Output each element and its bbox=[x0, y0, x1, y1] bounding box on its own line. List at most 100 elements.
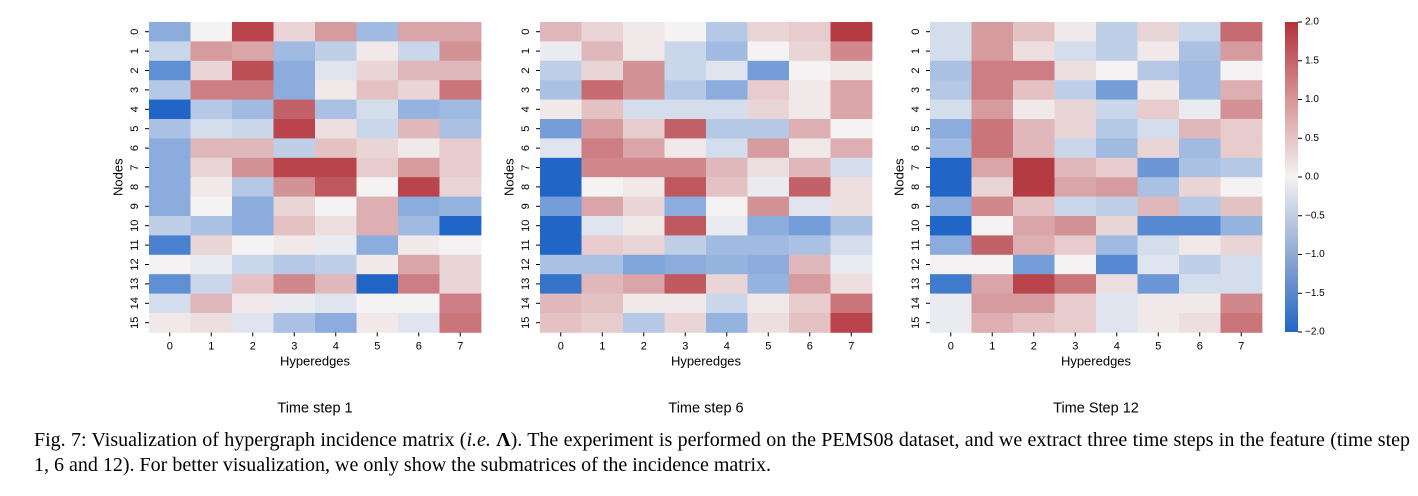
x-tick-label: 3 bbox=[682, 340, 688, 352]
heatmap-cell bbox=[540, 41, 582, 62]
heatmap-cell bbox=[1179, 41, 1221, 62]
heatmap-cell bbox=[747, 80, 790, 100]
heatmap-cell bbox=[149, 80, 191, 100]
heatmap-cell bbox=[273, 41, 316, 62]
y-tick-label: 0 bbox=[910, 29, 922, 35]
heatmap-cell bbox=[190, 274, 233, 294]
x-tick-label: 2 bbox=[641, 340, 647, 352]
heatmap-cell bbox=[1096, 293, 1138, 314]
heatmap-cell bbox=[747, 274, 790, 294]
heatmap-cell bbox=[1054, 119, 1097, 139]
heatmap-cell bbox=[747, 235, 790, 256]
heatmap-cell bbox=[149, 22, 191, 42]
heatmap-cell bbox=[664, 41, 707, 62]
heatmap-cell bbox=[190, 80, 233, 100]
heatmap-cell bbox=[315, 41, 357, 62]
heatmap-cell bbox=[1220, 313, 1263, 333]
heatmap-cell bbox=[149, 119, 191, 139]
heatmap-cell bbox=[971, 235, 1014, 256]
y-tick-label: 9 bbox=[129, 203, 141, 209]
heatmap-cell bbox=[971, 99, 1014, 120]
heatmap-cell bbox=[398, 157, 440, 178]
heatmap-cell bbox=[1096, 22, 1138, 42]
heatmap-cell bbox=[581, 235, 624, 256]
heatmap-cell bbox=[1096, 99, 1138, 120]
heatmap-cell bbox=[1220, 80, 1263, 100]
heatmap-cell bbox=[356, 157, 399, 178]
heatmap-cell bbox=[1179, 138, 1221, 159]
heatmap-cell bbox=[830, 313, 873, 333]
heatmap-cell bbox=[356, 99, 399, 120]
heatmap-cell bbox=[930, 138, 972, 159]
heatmap-cell bbox=[623, 216, 665, 236]
heatmap-cell bbox=[356, 177, 399, 197]
y-tick-label: 11 bbox=[520, 239, 532, 250]
heatmap-cell bbox=[398, 235, 440, 256]
heatmap-cell bbox=[664, 119, 707, 139]
heatmap-cell bbox=[1220, 157, 1263, 178]
heatmap-cell bbox=[1220, 41, 1263, 62]
heatmap-cell bbox=[1137, 235, 1180, 256]
heatmap-cell bbox=[1179, 313, 1221, 333]
heatmap-cell bbox=[747, 196, 790, 217]
heatmap-cell bbox=[1054, 138, 1097, 159]
heatmap-cell bbox=[1179, 60, 1221, 81]
heatmap-cell bbox=[1137, 216, 1180, 236]
heatmap-cell bbox=[232, 177, 274, 197]
heatmap-cell bbox=[706, 22, 748, 42]
heatmap-cell bbox=[930, 196, 972, 217]
heatmap-cell bbox=[1220, 235, 1263, 256]
heatmap-cell bbox=[356, 313, 399, 333]
heatmap-cell bbox=[747, 22, 790, 42]
heatmap-cell bbox=[971, 313, 1014, 333]
heatmap-cell bbox=[1013, 274, 1055, 294]
heatmap-cell bbox=[540, 177, 582, 197]
heatmap-cell bbox=[315, 119, 357, 139]
y-tick-label: 7 bbox=[520, 164, 532, 170]
heatmap-cell bbox=[356, 216, 399, 236]
heatmap-cell bbox=[315, 157, 357, 178]
y-tick-label: 1 bbox=[129, 48, 141, 54]
heatmap-cell bbox=[581, 22, 624, 42]
heatmap-cell bbox=[830, 196, 873, 217]
heatmap-cell bbox=[830, 235, 873, 256]
x-axis-label: Hyperedges bbox=[1061, 353, 1132, 368]
heatmap-cell bbox=[540, 119, 582, 139]
heatmap-cell bbox=[232, 99, 274, 120]
heatmap-cell bbox=[830, 60, 873, 81]
heatmap-cell bbox=[315, 216, 357, 236]
heatmap-cell bbox=[789, 177, 831, 197]
heatmap-cell bbox=[149, 254, 191, 275]
heatmap-cell bbox=[830, 119, 873, 139]
heatmap-cell bbox=[1054, 313, 1097, 333]
heatmap-cell bbox=[315, 138, 357, 159]
heatmap-cell bbox=[930, 99, 972, 120]
heatmap-cell bbox=[706, 196, 748, 217]
x-tick-label: 4 bbox=[1114, 340, 1120, 352]
heatmap-cell bbox=[398, 293, 440, 314]
heatmap-cell bbox=[1096, 313, 1138, 333]
heatmap-cell bbox=[623, 60, 665, 81]
heatmap-cell bbox=[273, 138, 316, 159]
heatmap-cell bbox=[315, 177, 357, 197]
y-tick-label: 3 bbox=[910, 87, 922, 93]
x-tick-label: 1 bbox=[599, 340, 605, 352]
heatmap-cell bbox=[623, 138, 665, 159]
heatmap-cell bbox=[190, 157, 233, 178]
heatmap-cell bbox=[789, 99, 831, 120]
heatmap-cell bbox=[1013, 216, 1055, 236]
heatmap-cell bbox=[930, 22, 972, 42]
heatmap-cell bbox=[398, 41, 440, 62]
heatmap-cell bbox=[1096, 119, 1138, 139]
y-tick-label: 4 bbox=[520, 106, 532, 112]
x-tick-label: 4 bbox=[724, 340, 730, 352]
x-tick-label: 3 bbox=[1072, 340, 1078, 352]
heatmap-cell bbox=[273, 216, 316, 236]
heatmap-cell bbox=[706, 60, 748, 81]
heatmap-cell bbox=[356, 60, 399, 81]
colorbar: 2.0 1.5 1.0 0.5 0.0 −0.5 −1.0 −1.5 −2.0 bbox=[1285, 17, 1325, 338]
heatmap-cell bbox=[1054, 216, 1097, 236]
x-tick-label: 0 bbox=[558, 340, 564, 352]
heatmap-cell bbox=[1137, 80, 1180, 100]
heatmap-cell bbox=[540, 293, 582, 314]
